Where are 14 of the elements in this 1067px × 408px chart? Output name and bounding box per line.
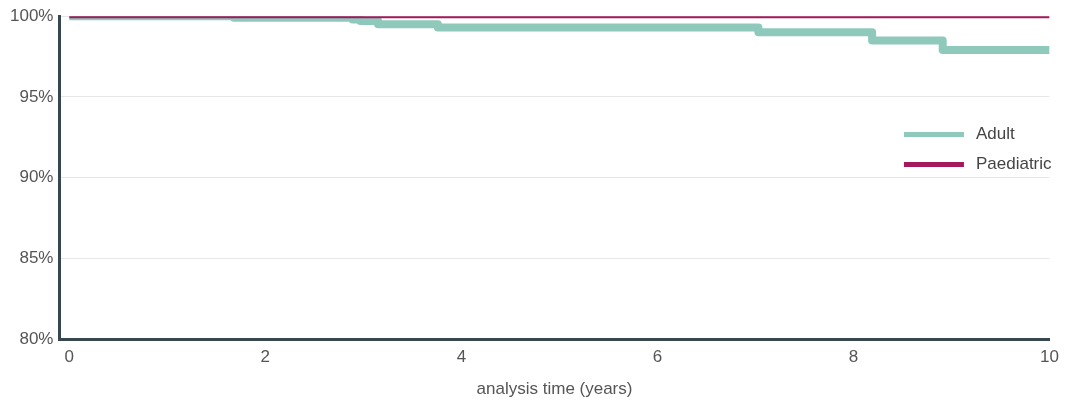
y-tick-label: 100% xyxy=(10,5,54,25)
legend-label: Adult xyxy=(975,124,1015,144)
x-tick-label: 4 xyxy=(456,347,467,367)
x-tick-label: 2 xyxy=(260,347,271,367)
x-tick-label: 0 xyxy=(64,347,75,367)
x-tick-label: 6 xyxy=(652,347,663,367)
x-axis-title: analysis time (years) xyxy=(476,379,633,399)
y-tick-label: 85% xyxy=(19,248,54,268)
x-tick-label: 8 xyxy=(848,347,859,367)
x-tick-label: 10 xyxy=(1040,347,1060,367)
y-tick-label: 95% xyxy=(19,86,54,106)
y-tick-label: 80% xyxy=(19,328,54,348)
legend-label: Paediatric xyxy=(975,154,1053,174)
y-tick-label: 90% xyxy=(19,167,54,187)
